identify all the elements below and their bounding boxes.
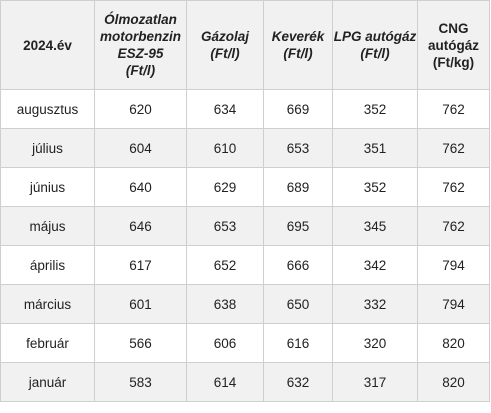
fuel-price-table: 2024.év Ólmozatlan motorbenzin ESZ-95 (F…: [0, 0, 490, 402]
month-cell: január: [0, 362, 95, 402]
header-petrol: Ólmozatlan motorbenzin ESZ-95 (Ft/l): [94, 0, 187, 90]
price-cell: 620: [94, 89, 187, 129]
price-cell: 332: [332, 284, 418, 324]
price-cell: 638: [186, 284, 264, 324]
header-year: 2024.év: [0, 0, 95, 90]
header-line: (Ft/kg): [432, 54, 475, 70]
header-line: (Ft/l): [125, 63, 156, 78]
price-cell: 669: [263, 89, 333, 129]
price-cell: 617: [94, 245, 187, 285]
header-line: 2024.év: [23, 37, 72, 53]
price-cell: 614: [186, 362, 264, 402]
price-cell: 342: [332, 245, 418, 285]
price-cell: 634: [186, 89, 264, 129]
table-row: augusztus 620 634 669 352 762: [0, 89, 490, 129]
price-cell: 640: [94, 167, 187, 207]
price-cell: 345: [332, 206, 418, 246]
price-cell: 653: [263, 128, 333, 168]
header-line: (Ft/l): [360, 46, 390, 61]
price-cell: 606: [186, 323, 264, 363]
price-cell: 689: [263, 167, 333, 207]
price-cell: 762: [417, 128, 490, 168]
month-cell: április: [0, 245, 95, 285]
table-row: július 604 610 653 351 762: [0, 128, 490, 168]
price-cell: 666: [263, 245, 333, 285]
month-cell: július: [0, 128, 95, 168]
price-cell: 794: [417, 245, 490, 285]
price-cell: 616: [263, 323, 333, 363]
month-cell: május: [0, 206, 95, 246]
table-row: március 601 638 650 332 794: [0, 284, 490, 324]
price-cell: 695: [263, 206, 333, 246]
price-cell: 610: [186, 128, 264, 168]
price-cell: 653: [186, 206, 264, 246]
header-cng: CNG autógáz (Ft/kg): [417, 0, 490, 90]
price-cell: 566: [94, 323, 187, 363]
header-line: (Ft/l): [210, 46, 240, 61]
price-cell: 820: [417, 323, 490, 363]
month-cell: június: [0, 167, 95, 207]
table-row: május 646 653 695 345 762: [0, 206, 490, 246]
header-line: CNG: [438, 20, 469, 36]
header-line: ESZ-95: [117, 46, 164, 61]
header-line: (Ft/l): [283, 46, 313, 61]
table-row: február 566 606 616 320 820: [0, 323, 490, 363]
table-row: június 640 629 689 352 762: [0, 167, 490, 207]
month-cell: augusztus: [0, 89, 95, 129]
price-cell: 352: [332, 89, 418, 129]
price-cell: 601: [94, 284, 187, 324]
header-line: LPG autógáz: [333, 29, 417, 44]
table-row: április 617 652 666 342 794: [0, 245, 490, 285]
price-cell: 629: [186, 167, 264, 207]
header-row: 2024.év Ólmozatlan motorbenzin ESZ-95 (F…: [0, 0, 490, 90]
header-line: motorbenzin: [100, 29, 181, 44]
header-line: Keverék: [271, 29, 325, 44]
price-cell: 762: [417, 89, 490, 129]
price-cell: 646: [94, 206, 187, 246]
price-cell: 794: [417, 284, 490, 324]
header-line: Gázolaj: [200, 29, 249, 44]
header-line: Ólmozatlan: [104, 12, 177, 27]
price-cell: 604: [94, 128, 187, 168]
month-cell: március: [0, 284, 95, 324]
price-cell: 352: [332, 167, 418, 207]
price-cell: 320: [332, 323, 418, 363]
header-lpg: LPG autógáz (Ft/l): [332, 0, 418, 90]
month-cell: február: [0, 323, 95, 363]
header-diesel: Gázolaj (Ft/l): [186, 0, 264, 90]
table-row: január 583 614 632 317 820: [0, 362, 490, 402]
price-cell: 632: [263, 362, 333, 402]
price-cell: 762: [417, 206, 490, 246]
price-cell: 652: [186, 245, 264, 285]
price-cell: 650: [263, 284, 333, 324]
header-line: autógáz: [427, 37, 479, 53]
header-mix: Keverék (Ft/l): [263, 0, 333, 90]
price-cell: 820: [417, 362, 490, 402]
price-cell: 762: [417, 167, 490, 207]
price-cell: 317: [332, 362, 418, 402]
price-cell: 351: [332, 128, 418, 168]
price-cell: 583: [94, 362, 187, 402]
